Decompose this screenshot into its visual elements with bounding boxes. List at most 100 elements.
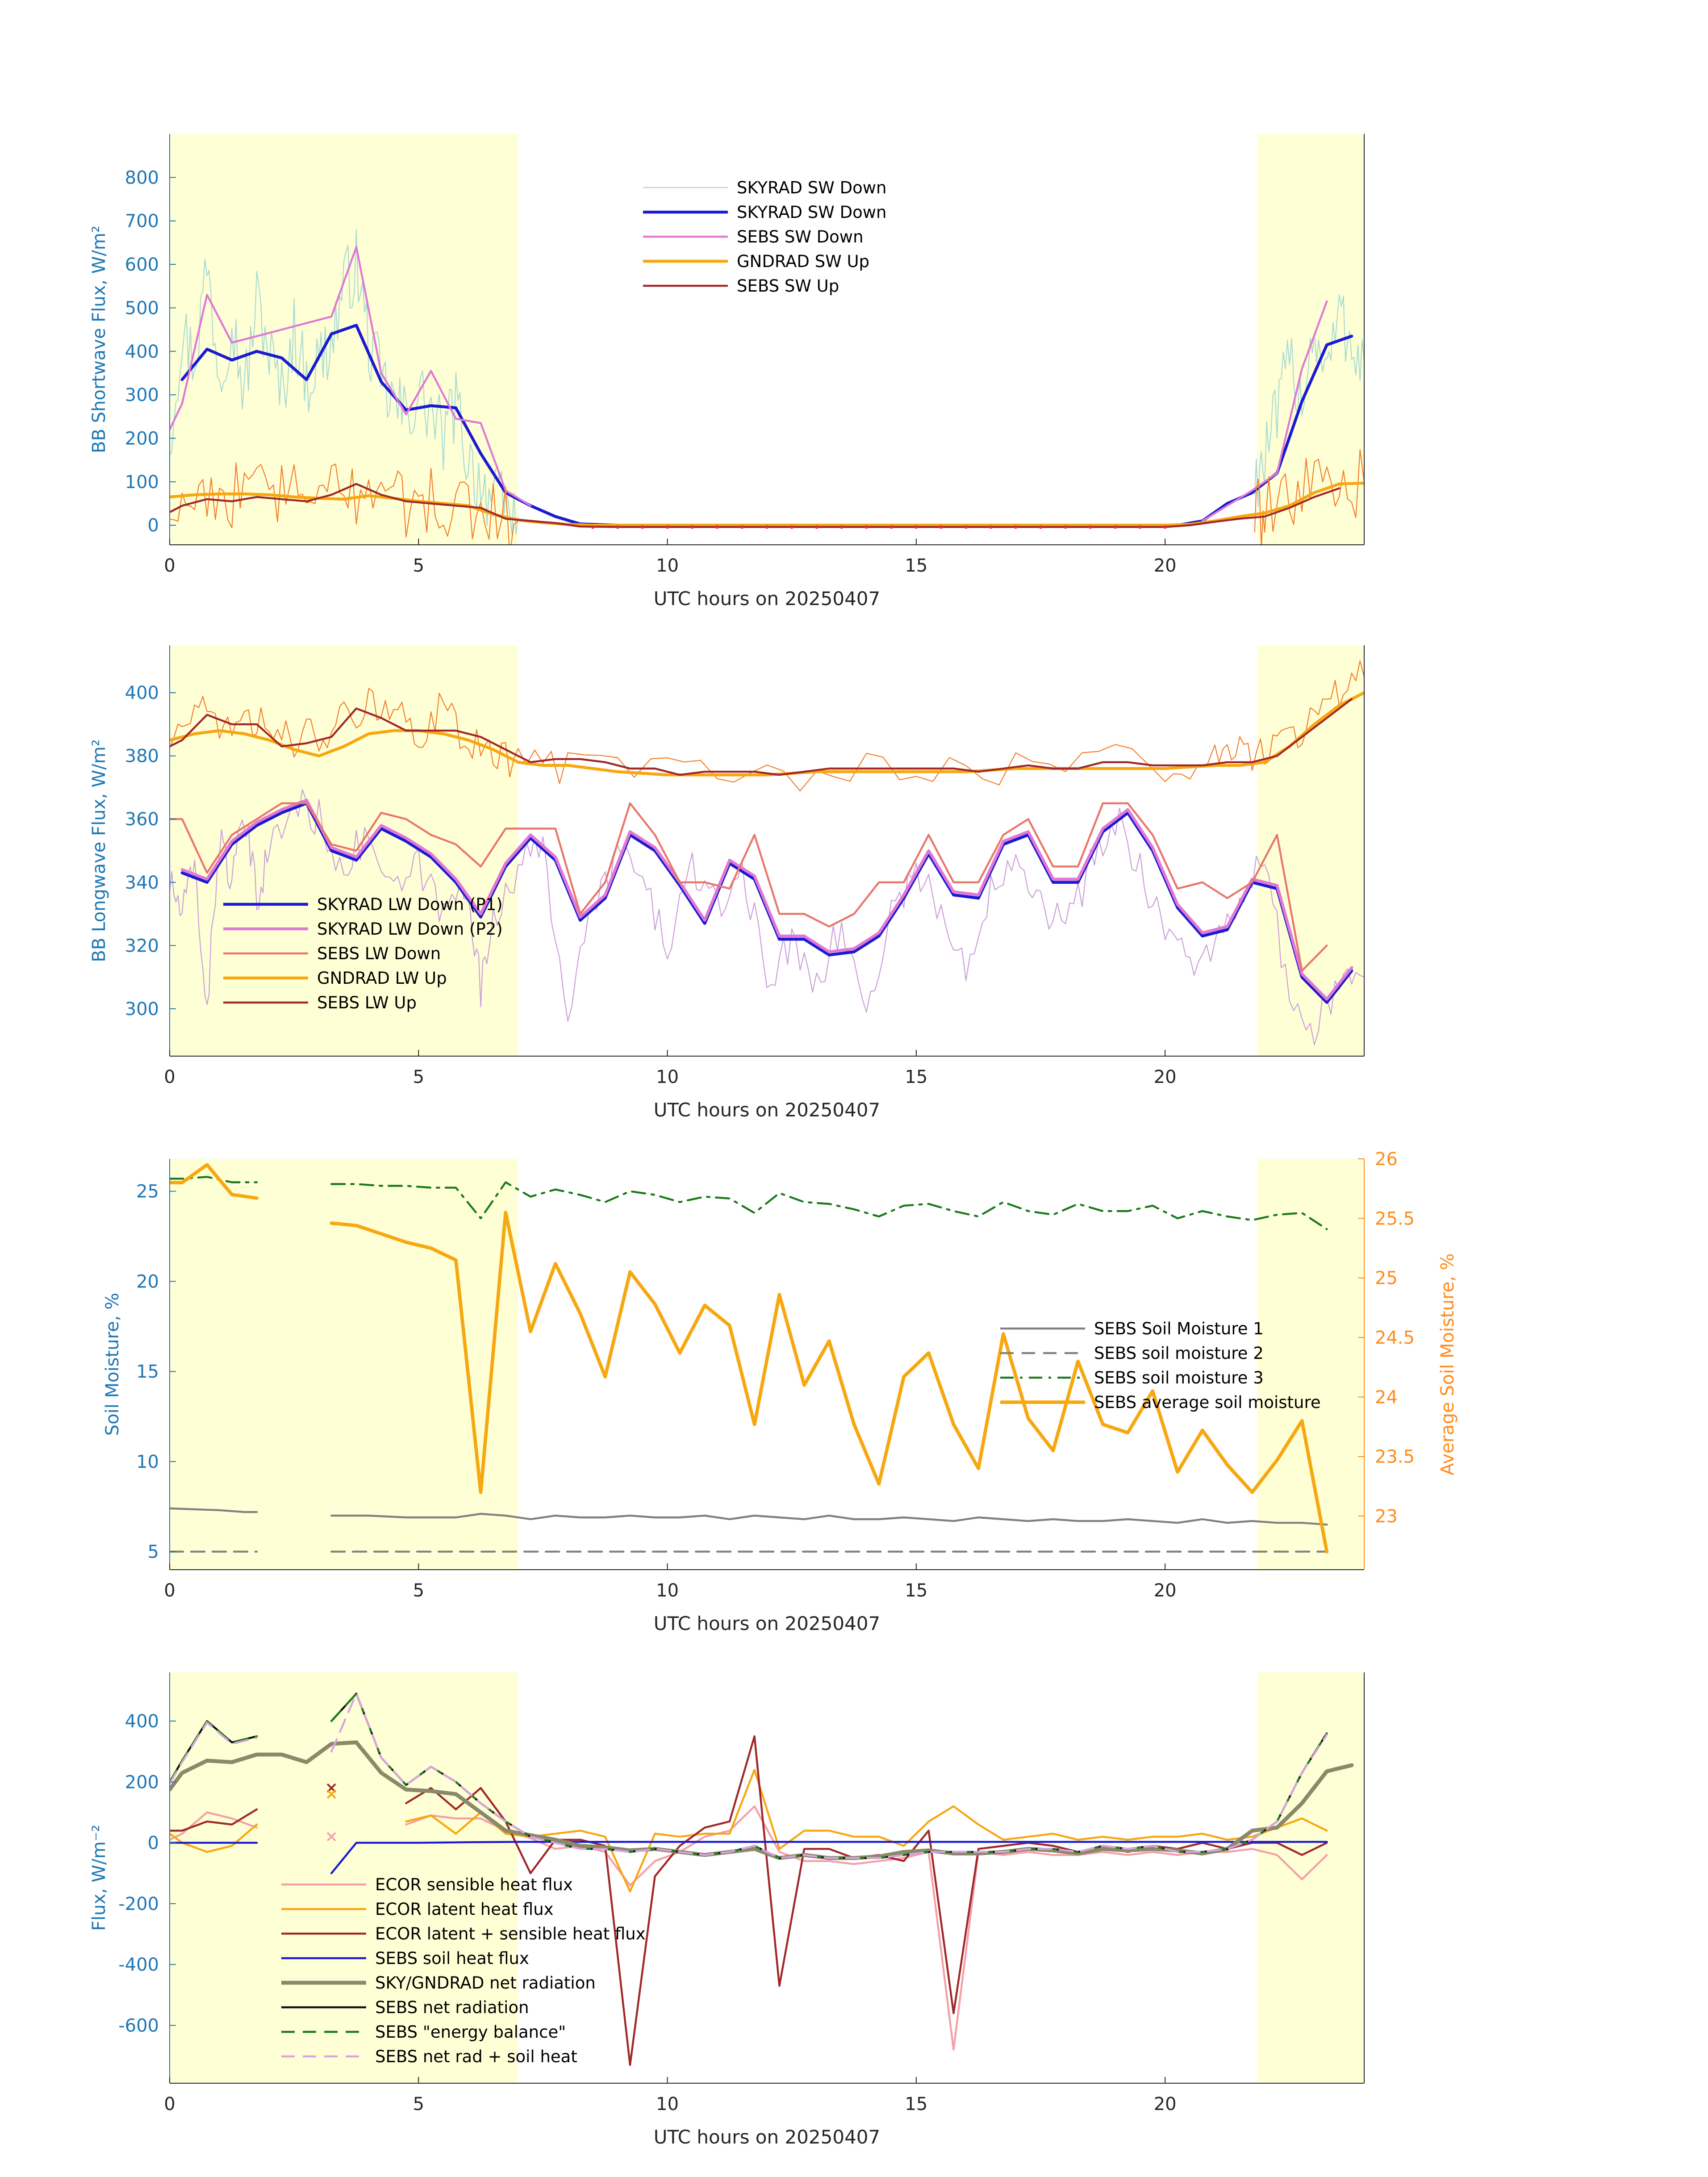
legend-item: SEBS soil moisture 2 [1000, 1344, 1264, 1363]
series-line-sebs-energy-balance [170, 1720, 258, 1783]
legend-item: SEBS net rad + soil heat [281, 2047, 577, 2066]
chart-panel-lw: 0 5 10 15 20 300 320 340 360 380 400 UTC hours on 2… [89, 645, 1365, 1121]
legend-label: SEBS "energy balance" [375, 2022, 566, 2042]
x-tick-label: 15 [905, 556, 927, 576]
legend: SKYRAD SW Down SKYRAD SW Down SEBS SW Down… [643, 178, 886, 296]
legend-label: SEBS soil moisture 3 [1094, 1368, 1264, 1387]
data-point [839, 525, 844, 529]
legend-label: SEBS Soil Moisture 1 [1094, 1319, 1264, 1338]
x-tick-label: 20 [1154, 2094, 1177, 2114]
y-tick-label: 400 [125, 342, 159, 362]
data-point [1088, 525, 1092, 529]
x-tick-label: 15 [905, 1580, 927, 1601]
data-point [715, 525, 719, 529]
x-axis-label: UTC hours on 20250407 [654, 2126, 881, 2148]
night-shading-band [170, 1159, 518, 1570]
series-line-ecor-sensible-heat-flux [170, 1811, 258, 1841]
data-point [864, 525, 869, 529]
legend-label: SKYRAD SW Down [737, 178, 886, 197]
y-tick-label: 200 [125, 428, 159, 449]
data-point [1113, 525, 1117, 529]
series-group [170, 229, 1364, 545]
series-line-sebs-lw-down [170, 802, 1328, 972]
night-shading-band [1257, 645, 1364, 1056]
y2-tick-label: 24.5 [1375, 1328, 1415, 1348]
legend-item: SKYRAD LW Down (P1) [223, 895, 503, 914]
y-tick-label: 0 [148, 1833, 159, 1854]
legend-item: SEBS SW Up [643, 276, 839, 296]
legend-label: SEBS net rad + soil heat [375, 2047, 577, 2066]
series-line-sebs-soil-heat-flux [330, 1841, 1328, 1874]
x-tick-label: 0 [164, 556, 175, 576]
data-point [740, 525, 744, 529]
series-line-sebs-net-rad-soil-heat [330, 1692, 1328, 1859]
legend-label: SEBS LW Down [317, 944, 441, 963]
y-tick-label: 100 [125, 472, 159, 493]
legend-label: SEBS soil moisture 2 [1094, 1344, 1264, 1363]
data-point [765, 525, 769, 529]
y-axis-label: BB Shortwave Flux, W/m² [89, 226, 109, 453]
legend-item: ECOR latent heat flux [281, 1900, 554, 1919]
series-line-ecor-latent-heat-flux [405, 1768, 1328, 1893]
x-tick-label: 5 [413, 1067, 424, 1087]
y-axis-label: BB Longwave Flux, W/m² [89, 739, 109, 962]
y-tick-label: 200 [125, 1772, 159, 1793]
data-point [1064, 525, 1068, 529]
legend: SEBS Soil Moisture 1 SEBS soil moisture 2… [1000, 1319, 1321, 1412]
data-point [1014, 525, 1018, 529]
legend-label: SEBS SW Up [737, 276, 839, 296]
series-line-sebs-soil-moisture-3 [170, 1176, 258, 1183]
data-point [690, 525, 694, 529]
night-shading-band [170, 134, 518, 545]
y-tick-label: -400 [118, 1955, 159, 1975]
legend-item: SEBS net radiation [281, 1998, 529, 2017]
series-line-gndrad-sw-up-raw [1254, 449, 1364, 545]
legend: ECOR sensible heat flux ECOR latent heat … [281, 1875, 646, 2066]
series-line-sky-gndrad-net-radiation [170, 1740, 1354, 1860]
data-point [914, 525, 918, 529]
x-tick-label: 20 [1154, 556, 1177, 576]
legend-item: SEBS average soil moisture [1000, 1393, 1321, 1412]
data-point [1163, 525, 1167, 529]
legend-label: SEBS LW Up [317, 993, 417, 1012]
y-tick-label: 5 [148, 1542, 159, 1563]
x-axis-label: UTC hours on 20250407 [654, 1099, 881, 1121]
legend-label: ECOR latent heat flux [375, 1900, 554, 1919]
x-axis-label: UTC hours on 20250407 [654, 1613, 881, 1634]
y-tick-label: 380 [125, 746, 159, 767]
series-line-sebs-average-soil-moisture [170, 1163, 259, 1200]
y-tick-label: 800 [125, 167, 159, 188]
y2-tick-label: 25 [1375, 1268, 1398, 1289]
legend-label: ECOR sensible heat flux [375, 1875, 573, 1894]
legend: SKYRAD LW Down (P1) SKYRAD LW Down (P2) SE… [223, 895, 503, 1012]
y2-tick-label: 23 [1375, 1506, 1398, 1527]
legend-item: SEBS soil heat flux [281, 1949, 529, 1968]
legend-label: GNDRAD LW Up [317, 969, 447, 988]
legend-label: GNDRAD SW Up [737, 252, 869, 271]
series-line-skyrad-lw-down-p2 [180, 798, 1353, 1001]
legend-label: SEBS SW Down [737, 227, 864, 247]
legend-label: SEBS net radiation [375, 1998, 529, 2017]
series-line-ecor-latent-heat-flux [170, 1823, 258, 1853]
legend-label: ECOR latent + sensible heat flux [375, 1924, 646, 1943]
legend-item: GNDRAD LW Up [223, 969, 447, 988]
x-axis-label: UTC hours on 20250407 [654, 588, 881, 610]
data-point [989, 525, 993, 529]
y-tick-label: 400 [125, 683, 159, 703]
x-tick-label: 0 [164, 1580, 175, 1601]
series-line-gndrad-lw-up [170, 691, 1364, 777]
x-tick-label: 0 [164, 1067, 175, 1087]
series-group [170, 1163, 1329, 1554]
data-point [939, 525, 943, 529]
y-tick-label: 25 [136, 1182, 159, 1202]
legend-label: SEBS average soil moisture [1094, 1393, 1321, 1412]
x-tick-label: 10 [656, 556, 679, 576]
chart-panel-flux: 0 5 10 15 20 -600 -400 -200 0 200 400 UTC hours on … [89, 1672, 1365, 2148]
legend-label: SKY/GNDRAD net radiation [375, 1973, 596, 1993]
y-tick-label: 400 [125, 1711, 159, 1732]
x-tick-label: 20 [1154, 1067, 1177, 1087]
legend-item: SKYRAD SW Down [643, 178, 886, 197]
legend-label: SKYRAD SW Down [737, 203, 886, 222]
